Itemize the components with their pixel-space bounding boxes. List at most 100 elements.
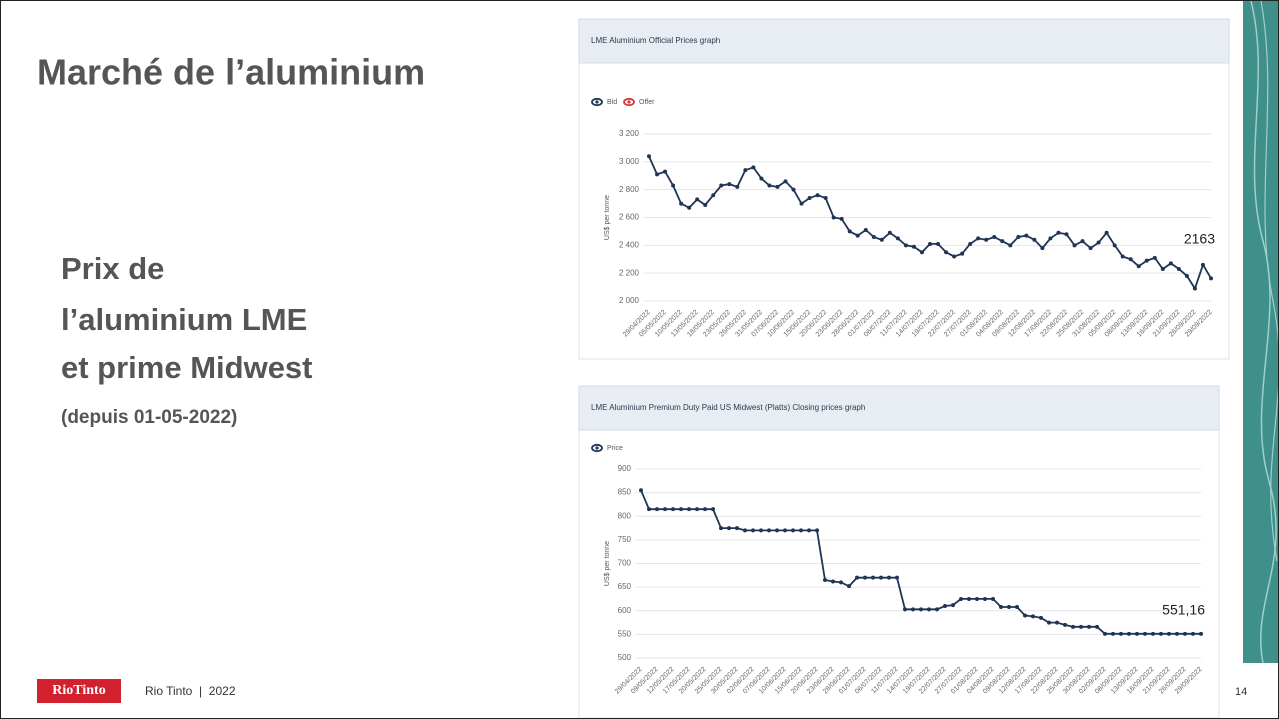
data-point [783,528,787,533]
subtitle-line: Prix de [61,251,164,286]
data-point [976,236,981,241]
legend-label: Bid [607,99,617,106]
y-tick-label: 2 200 [619,268,640,277]
data-point [903,607,907,612]
data-point [839,580,843,585]
data-point [735,526,739,531]
data-point [815,528,819,533]
data-point [799,528,803,533]
data-point [1160,266,1165,271]
data-point [919,607,923,612]
slide-title: Marché de l’aluminium [37,52,425,93]
data-point [959,596,963,601]
data-point [951,603,955,608]
legend-icon [591,97,603,107]
decor-strip [1243,1,1278,664]
data-point [703,202,708,207]
data-point [831,579,835,584]
data-point [687,507,691,512]
data-point [903,243,908,248]
data-point [1111,631,1115,636]
data-point [1064,232,1069,237]
data-point [647,507,651,512]
data-point [1095,624,1099,629]
data-point [1079,624,1083,629]
data-point [1072,243,1077,248]
data-point [727,182,732,187]
data-point [1104,230,1109,235]
logo: RioTinto [52,683,105,698]
data-point [960,251,965,256]
data-point [783,179,788,184]
y-tick-label: 650 [618,582,632,591]
data-point [1031,614,1035,619]
data-point [1048,236,1053,241]
data-point [863,575,867,580]
y-tick-label: 2 000 [619,296,640,305]
data-point [1128,257,1133,262]
data-point [1087,624,1091,629]
footer-text: Rio Tinto | 2022 [145,684,236,698]
y-tick-label: 850 [618,488,632,497]
data-point [767,183,772,188]
data-point [655,507,659,512]
data-point [639,488,643,493]
data-point [1040,246,1045,251]
data-point [1032,237,1037,242]
data-point [743,528,747,533]
data-point [823,196,828,201]
y-tick-label: 550 [618,629,632,638]
data-point [1176,266,1181,271]
data-point [695,507,699,512]
chart-header [578,385,1220,431]
data-point [1056,230,1061,235]
date-note: (depuis 01-05-2022) [61,407,237,428]
data-point [679,201,684,206]
y-tick-label: 2 800 [619,185,640,194]
y-tick-label: 3 200 [619,129,640,138]
data-point [815,193,820,198]
data-point [1023,613,1027,618]
data-point [847,584,851,589]
data-point [895,236,900,241]
data-point [863,228,868,233]
data-point [871,575,875,580]
data-point [944,250,949,255]
data-point [775,528,779,533]
data-point [839,216,844,221]
data-point [992,234,997,239]
subtitle-line: et prime Midwest [61,350,313,385]
value-annotation: 2163 [1184,231,1215,247]
data-point [1119,631,1123,636]
data-point [791,528,795,533]
y-tick-label: 900 [618,464,632,473]
data-point [1184,273,1189,278]
data-point [1047,620,1051,625]
data-point [1191,631,1195,636]
data-point [1007,604,1011,609]
data-point [671,507,675,512]
y-tick-label: 500 [618,653,632,662]
data-point [1136,264,1141,269]
data-point [1080,239,1085,244]
data-point [1167,631,1171,636]
data-point [727,526,731,531]
data-point [847,229,852,234]
data-point [935,607,939,612]
data-point [1112,243,1117,248]
data-point [1024,233,1029,238]
data-point [984,237,989,242]
data-point [871,234,876,239]
data-point [807,196,812,201]
data-point [919,250,924,255]
data-point [952,254,957,259]
data-point [1000,239,1005,244]
data-point [759,528,763,533]
data-point [1016,234,1021,239]
data-point [775,184,780,189]
data-point [1088,246,1093,251]
data-point [703,507,707,512]
chart-header [578,18,1230,64]
legend-label: Offer [639,99,655,106]
